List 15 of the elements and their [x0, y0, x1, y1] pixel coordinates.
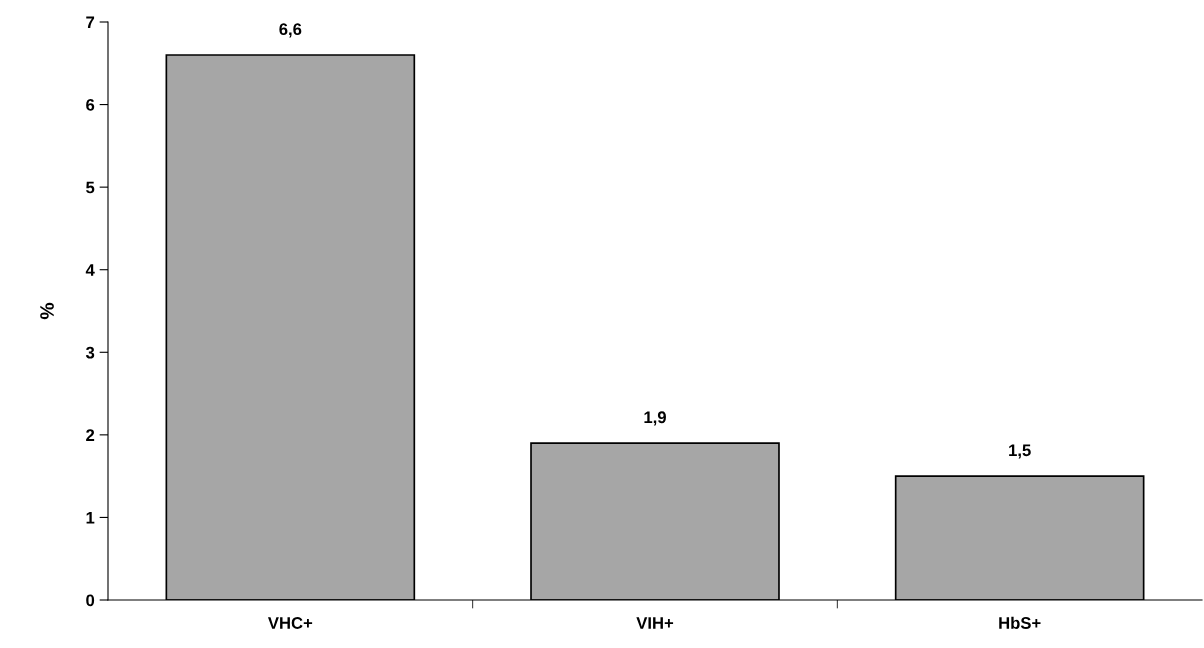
y-tick-label: 7: [86, 16, 95, 29]
data-label: 1,5: [1009, 444, 1031, 459]
x-tick-label: VIH+: [636, 617, 674, 629]
x-tick-label: VHC+: [267, 617, 313, 629]
y-tick-label: 1: [86, 512, 95, 524]
data-label: 6,6: [279, 23, 302, 38]
y-tick-label: 5: [86, 181, 95, 194]
y-tick-label: 0: [86, 594, 95, 607]
x-tick-label: HbS+: [999, 616, 1041, 629]
y-tick-label: 6: [86, 98, 95, 111]
y-tick-label: 3: [85, 346, 95, 359]
y-axis-title: %: [40, 302, 54, 320]
data-label: 1,9: [644, 411, 666, 426]
y-tick-label: 4: [85, 264, 95, 276]
y-tick-label: 2: [86, 429, 95, 441]
